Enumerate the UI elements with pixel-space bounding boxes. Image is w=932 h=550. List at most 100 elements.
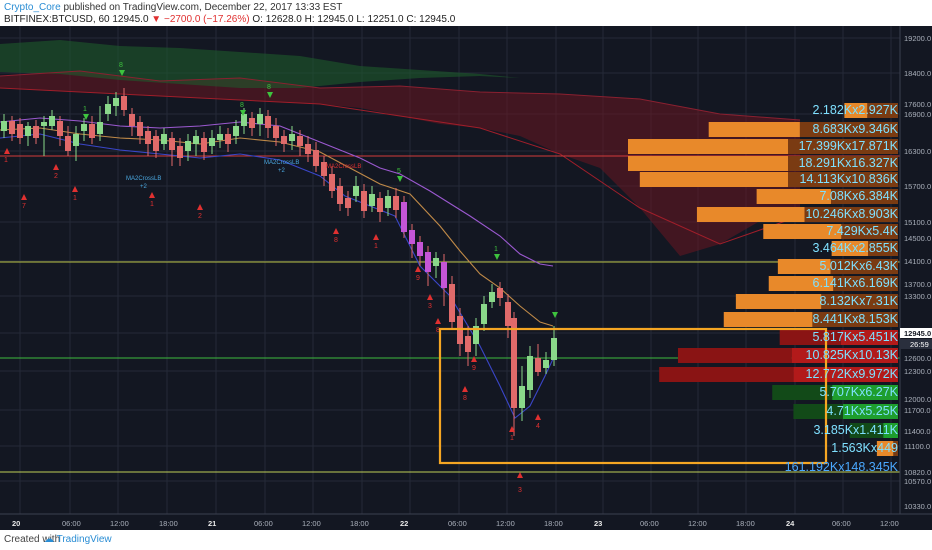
volume-profile-label: 7.08Kx6.384K bbox=[819, 189, 898, 203]
candle-body bbox=[353, 186, 359, 196]
volume-bar-sell bbox=[833, 276, 898, 291]
volume-bar-buy bbox=[628, 156, 788, 171]
candle-body bbox=[393, 196, 399, 210]
svg-text:1: 1 bbox=[73, 195, 77, 202]
volume-bar-sell bbox=[804, 207, 898, 222]
price-tick-label: 11400.0 bbox=[904, 427, 931, 436]
svg-text:1: 1 bbox=[510, 435, 514, 442]
volume-profile-label: 3.185Kx1.411K bbox=[813, 423, 898, 437]
price-tick-label: 14100.0 bbox=[904, 257, 932, 266]
price-tick-label: 17600.0 bbox=[904, 100, 932, 109]
candle-body bbox=[321, 162, 327, 176]
volume-bar-sell bbox=[830, 259, 898, 274]
volume-profile-label: 2.182Kx2.927K bbox=[812, 103, 899, 117]
candle-body bbox=[473, 326, 479, 344]
symbol-label[interactable]: BITFINEX:BTCUSD, 60 bbox=[4, 14, 110, 25]
ohlc-values: O: 12628.0 H: 12945.0 L: 12251.0 C: 1294… bbox=[252, 14, 456, 25]
volume-bar-buy bbox=[844, 103, 868, 118]
candle-body bbox=[465, 336, 471, 352]
svg-text:7: 7 bbox=[22, 203, 26, 210]
candle-body bbox=[313, 150, 319, 166]
volume-bar-buy bbox=[849, 423, 884, 438]
price-tick-label: 11100.0 bbox=[904, 442, 930, 451]
svg-text:8: 8 bbox=[334, 237, 338, 244]
candle-body bbox=[153, 136, 159, 151]
time-tick-label: 12:00 bbox=[496, 519, 515, 528]
symbol-line: BITFINEX:BTCUSD, 60 12945.0 ▼ −2700.0 (−… bbox=[4, 14, 455, 26]
svg-text:3: 3 bbox=[518, 487, 522, 494]
candle-body bbox=[217, 134, 223, 140]
countdown-marker bbox=[900, 339, 932, 349]
volume-bar-sell bbox=[799, 122, 898, 137]
last-price: 12945.0 bbox=[112, 14, 149, 25]
volume-bar-buy bbox=[763, 224, 842, 239]
time-tick-label: 18:00 bbox=[159, 519, 178, 528]
volume-bar-buy bbox=[772, 385, 833, 400]
price-tick-label: 16300.0 bbox=[904, 147, 932, 156]
price-tick-label: 12300.0 bbox=[904, 367, 932, 376]
candle-body bbox=[73, 134, 79, 146]
volume-bar-buy bbox=[723, 312, 813, 327]
tradingview-logo[interactable]: ☁ TradingView bbox=[44, 534, 112, 545]
candle-body bbox=[177, 146, 183, 158]
candle-body bbox=[425, 252, 431, 272]
time-tick-label: 06:00 bbox=[448, 519, 467, 528]
volume-bar-sell bbox=[883, 423, 898, 438]
author-link[interactable]: Crypto_Core bbox=[4, 2, 61, 13]
candle-body bbox=[289, 134, 295, 141]
candle-body bbox=[241, 114, 247, 126]
price-tick-label: 15100.0 bbox=[904, 218, 932, 227]
volume-bar-buy bbox=[756, 189, 831, 204]
volume-bar-sell bbox=[841, 224, 898, 239]
price-tick-label: 11700.0 bbox=[904, 406, 931, 415]
signal-markers: 1 7 2 1 1 2 8 1 9 3 8 9 8 1 4 3 8 1 8 8 … bbox=[4, 62, 558, 494]
candle-body bbox=[361, 191, 367, 211]
candle-body bbox=[145, 131, 151, 144]
svg-text:1: 1 bbox=[4, 157, 8, 164]
svg-text:8: 8 bbox=[267, 84, 271, 91]
candle-body bbox=[345, 198, 351, 208]
price-chart[interactable]: 1 7 2 1 1 2 8 1 9 3 8 9 8 1 4 3 8 1 8 8 … bbox=[0, 26, 932, 530]
time-tick-label: 06:00 bbox=[254, 519, 273, 528]
time-tick-label: 06:00 bbox=[62, 519, 81, 528]
price-change: ▼ −2700.0 (−17.26%) bbox=[151, 14, 250, 25]
volume-bar-sell bbox=[832, 385, 898, 400]
candle-body bbox=[329, 174, 335, 191]
candle-body bbox=[281, 136, 287, 144]
candle-body bbox=[81, 124, 87, 131]
chart-header: Crypto_Core published on TradingView.com… bbox=[0, 0, 932, 26]
time-tick-label: 22 bbox=[400, 519, 409, 528]
candle-body bbox=[297, 136, 303, 146]
svg-text:3: 3 bbox=[428, 303, 432, 310]
volume-profile-label: 10.246Kx8.903K bbox=[805, 207, 898, 221]
volume-profile-label: 18.291Kx16.327K bbox=[798, 156, 898, 170]
volume-profile-label: 8.132Kx7.31K bbox=[819, 294, 898, 308]
candle-body bbox=[257, 114, 263, 124]
volume-bar-buy bbox=[639, 172, 788, 187]
volume-bar-buy bbox=[696, 207, 805, 222]
volume-profile-label: 5.012Kx6.43K bbox=[819, 259, 898, 273]
price-tick-label: 12600.0 bbox=[904, 354, 932, 363]
candle-body bbox=[9, 121, 15, 134]
time-tick-label: 12:00 bbox=[688, 519, 707, 528]
candle-body bbox=[49, 116, 55, 126]
candle-body bbox=[185, 141, 191, 151]
svg-text:1: 1 bbox=[374, 243, 378, 250]
time-tick-label: 12:00 bbox=[880, 519, 899, 528]
candle-body bbox=[505, 302, 511, 326]
candle-body bbox=[527, 356, 533, 390]
volume-bar-buy bbox=[777, 259, 831, 274]
candle-body bbox=[25, 126, 31, 136]
cloud-icon: ☁ bbox=[44, 534, 54, 545]
svg-text:9: 9 bbox=[472, 365, 476, 372]
candle-body bbox=[369, 194, 375, 206]
chart-canvas: 1 7 2 1 1 2 8 1 9 3 8 9 8 1 4 3 8 1 8 8 … bbox=[0, 26, 932, 515]
svg-text:8: 8 bbox=[436, 327, 440, 334]
time-tick-label: 12:00 bbox=[302, 519, 321, 528]
volume-bar-buy bbox=[659, 367, 794, 382]
candle-body bbox=[481, 304, 487, 324]
volume-profile-label: 10.825Kx10.13K bbox=[805, 348, 898, 362]
candle-body bbox=[225, 134, 231, 144]
candle-body bbox=[265, 116, 271, 128]
candle-body bbox=[417, 242, 423, 256]
